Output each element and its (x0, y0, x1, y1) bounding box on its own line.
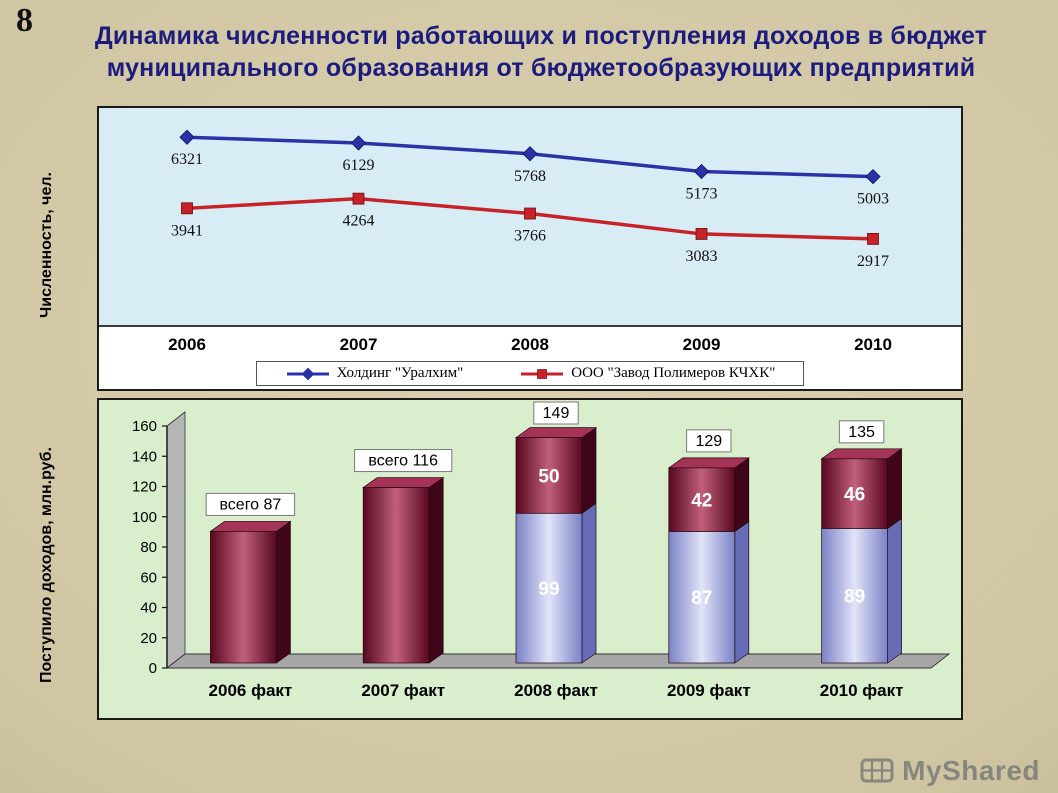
svg-text:135: 135 (848, 424, 875, 441)
wall (166, 411, 186, 669)
svg-text:40: 40 (140, 600, 157, 617)
square-marker-icon (521, 368, 564, 379)
bar-group: всего 116 (354, 449, 453, 664)
svg-text:4264: 4264 (343, 213, 375, 230)
svg-text:129: 129 (695, 433, 722, 450)
title-line-2: муниципального образования от бюджетообр… (106, 54, 976, 82)
myshared-logo-icon (860, 758, 894, 783)
svg-text:3941: 3941 (171, 222, 203, 239)
svg-text:80: 80 (140, 539, 157, 556)
bar-group: всего 87 (205, 492, 296, 664)
svg-text:140: 140 (132, 448, 157, 465)
svg-text:2008: 2008 (511, 335, 549, 354)
watermark-text: MyShared (902, 755, 1040, 786)
bar-chart-panel: 0 20 40 60 80 100 120 140 160 всего 87 2006 факт вс… (97, 398, 963, 720)
svg-text:2009 факт: 2009 факт (667, 681, 751, 700)
bar-group: 42 87 129 (667, 429, 750, 664)
svg-text:160: 160 (132, 418, 157, 435)
slide-number: 8 (16, 2, 33, 39)
svg-text:6321: 6321 (171, 151, 203, 168)
svg-text:20: 20 (140, 630, 157, 647)
total-callout (205, 492, 296, 516)
svg-text:120: 120 (132, 479, 157, 496)
svg-text:2007: 2007 (340, 335, 378, 354)
svg-text:всего 87: всего 87 (219, 496, 281, 513)
svg-text:3766: 3766 (514, 228, 546, 245)
svg-text:2009: 2009 (683, 335, 721, 354)
svg-text:60: 60 (140, 569, 157, 586)
svg-text:42: 42 (691, 491, 712, 512)
bar-group: 46 89 135 (820, 420, 903, 664)
bar-group: 50 99 149 (514, 401, 598, 664)
svg-text:99: 99 (538, 579, 559, 600)
svg-text:2006 факт: 2006 факт (209, 681, 293, 700)
line-chart-axis-title: Численность, чел. (38, 172, 55, 318)
bar-chart: 0 20 40 60 80 100 120 140 160 всего 87 2006 факт вс… (132, 401, 951, 700)
chart-legend: Холдинг "Уралхим" ООО "Завод Полимеров КЧ… (255, 361, 805, 386)
svg-text:2008 факт: 2008 факт (514, 681, 598, 700)
series-diamond: 6321 6129 5768 5173 5003 (171, 129, 889, 208)
total-callout (354, 449, 453, 473)
svg-text:всего 116: всего 116 (368, 453, 438, 470)
series-square: 3941 4264 3766 3083 2917 (171, 192, 889, 270)
legend-label: Холдинг "Уралхим" (336, 365, 464, 381)
page-title: Динамика численности работающих и поступ… (54, 20, 1028, 84)
svg-text:5768: 5768 (514, 168, 546, 185)
total-callout (533, 401, 579, 425)
svg-text:5173: 5173 (686, 186, 718, 203)
legend-wrap: Холдинг "Уралхим" ООО "Завод Полимеров КЧ… (99, 361, 961, 386)
svg-text:2007 факт: 2007 факт (361, 681, 445, 700)
svg-text:2917: 2917 (857, 253, 889, 270)
total-callout (838, 420, 885, 444)
svg-text:5003: 5003 (857, 191, 889, 208)
title-line-1: Динамика численности работающих и поступ… (94, 22, 988, 50)
legend-item: Холдинг "Уралхим" (285, 365, 464, 382)
svg-text:149: 149 (543, 405, 570, 422)
total-callout (686, 429, 732, 453)
bar-chart-axis-title: Поступило доходов, млн.руб. (38, 447, 55, 683)
myshared-watermark: MyShared (859, 755, 1040, 787)
diamond-marker-icon (286, 367, 329, 380)
svg-text:2010: 2010 (854, 335, 892, 354)
svg-text:6129: 6129 (343, 157, 375, 174)
svg-text:2006: 2006 (168, 335, 206, 354)
svg-text:50: 50 (538, 466, 559, 487)
line-chart-panel: 6321 6129 5768 5173 5003 3941 4264 3766 3083 2917… (97, 106, 963, 391)
svg-text:89: 89 (844, 587, 865, 608)
svg-text:46: 46 (844, 485, 865, 506)
legend-item: ООО "Завод Полимеров КЧХК" (519, 365, 775, 382)
legend-label: ООО "Завод Полимеров КЧХК" (571, 365, 776, 381)
svg-text:87: 87 (691, 588, 712, 609)
svg-text:3083: 3083 (686, 248, 718, 265)
svg-text:100: 100 (132, 509, 157, 526)
svg-text:2010 факт: 2010 факт (820, 681, 904, 700)
line-chart: 6321 6129 5768 5173 5003 3941 4264 3766 3083 2917… (99, 108, 961, 354)
svg-text:0: 0 (149, 660, 157, 677)
